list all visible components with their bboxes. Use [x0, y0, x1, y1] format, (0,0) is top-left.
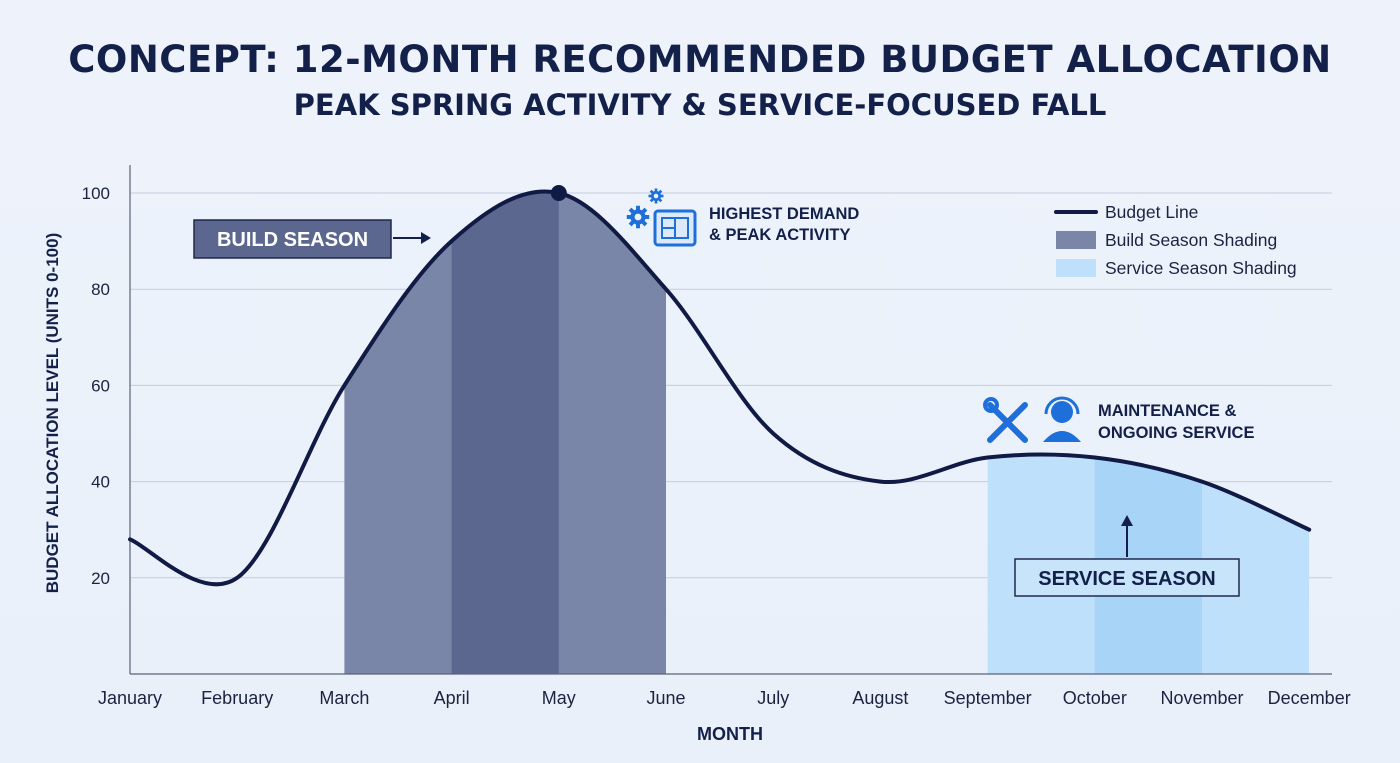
y-tick-label-100: 100 — [82, 184, 110, 203]
peak-annotation-line1: HIGHEST DEMAND — [709, 205, 859, 223]
x-tick-label-february: February — [201, 688, 273, 708]
service-season-label: SERVICE SEASON — [1038, 568, 1215, 590]
legend-swatch-build-season-shading — [1056, 231, 1096, 249]
x-tick-label-october: October — [1063, 688, 1127, 708]
x-tick-label-july: July — [757, 688, 789, 708]
y-tick-label-80: 80 — [91, 280, 110, 299]
service-annotation-line2: ONGOING SERVICE — [1098, 424, 1254, 442]
support-headset-icon — [1051, 401, 1073, 423]
x-tick-label-november: November — [1160, 688, 1243, 708]
peak-annotation-line2: & PEAK ACTIVITY — [709, 226, 850, 244]
headset-band-icon — [1044, 396, 1080, 415]
support-person-body-icon — [1043, 431, 1081, 442]
y-tick-label-60: 60 — [91, 376, 110, 395]
legend-swatch-service-season-shading — [1056, 259, 1096, 277]
x-tick-label-december: December — [1268, 688, 1351, 708]
x-axis-title: MONTH — [697, 724, 763, 744]
peak-marker — [550, 185, 567, 201]
wrench-head-icon — [983, 397, 999, 413]
service-annotation-line1: MAINTENANCE & — [1098, 402, 1236, 420]
y-axis-title: BUDGET ALLOCATION LEVEL (UNITS 0-100) — [43, 233, 62, 594]
build-season-label: BUILD SEASON — [217, 229, 368, 251]
x-tick-label-august: August — [852, 688, 908, 708]
build-season-arrowhead — [421, 232, 431, 244]
x-tick-label-june: June — [646, 688, 685, 708]
legend-label-build-season-shading: Build Season Shading — [1105, 230, 1277, 250]
service-season-arrowhead — [1121, 515, 1133, 526]
build-season-core-shading — [451, 191, 559, 674]
small-gear-icon — [648, 188, 664, 204]
service-season-box — [1014, 558, 1240, 597]
x-tick-label-september: September — [944, 688, 1032, 708]
x-tick-label-april: April — [434, 688, 470, 708]
blueprint-icon-lines — [661, 217, 689, 239]
y-tick-label-40: 40 — [91, 473, 110, 492]
build-season-box — [193, 219, 392, 259]
legend-label-service-season-shading: Service Season Shading — [1105, 258, 1297, 278]
budget-line — [128, 189, 1312, 587]
x-tick-label-may: May — [542, 688, 576, 708]
chart-subtitle: PEAK SPRING ACTIVITY & SERVICE-FOCUSED F… — [293, 88, 1107, 122]
x-tick-label-march: March — [319, 688, 369, 708]
chart-title: CONCEPT: 12-MONTH RECOMMENDED BUDGET ALL… — [68, 38, 1332, 81]
legend-label-budget-line: Budget Line — [1105, 202, 1198, 222]
gear-icon — [626, 205, 650, 229]
y-tick-label-20: 20 — [91, 569, 110, 588]
x-tick-label-january: January — [98, 688, 162, 708]
